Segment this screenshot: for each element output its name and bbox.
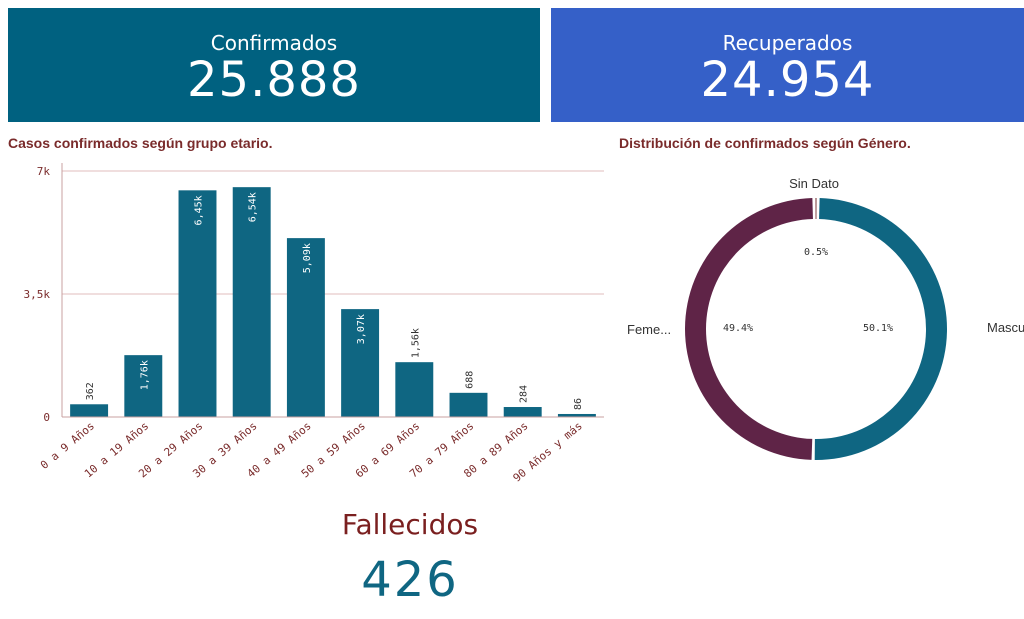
donut-chart-title: Distribución de confirmados según Género… bbox=[619, 135, 911, 151]
bar-value-label: 284 bbox=[519, 385, 530, 403]
bar bbox=[232, 187, 271, 417]
bar-value-label: 6,54k bbox=[248, 192, 259, 222]
kpi-recovered-value: 24.954 bbox=[700, 52, 875, 108]
bar bbox=[178, 190, 217, 417]
y-tick-label: 7k bbox=[37, 165, 51, 178]
bar-value-label: 5,09k bbox=[302, 243, 313, 273]
bar bbox=[124, 355, 163, 417]
kpi-recovered-label: Recuperados bbox=[722, 31, 853, 55]
bar-value-label: 1,56k bbox=[410, 328, 421, 358]
donut-slice bbox=[815, 198, 817, 220]
bar bbox=[449, 392, 488, 417]
deaths-value: 426 bbox=[361, 552, 459, 608]
bar-chart-title: Casos confirmados según grupo etario. bbox=[8, 135, 273, 151]
bar bbox=[503, 407, 542, 417]
kpi-confirmed-card: Confirmados 25.888 bbox=[8, 8, 540, 122]
bar bbox=[395, 362, 434, 417]
slice-percent-label: 49.4% bbox=[723, 323, 753, 334]
bar-value-label: 688 bbox=[465, 371, 476, 389]
donut-slice bbox=[685, 198, 813, 460]
bar bbox=[286, 238, 325, 417]
slice-percent-label: 0.5% bbox=[804, 247, 828, 258]
slice-label: Feme... bbox=[627, 322, 671, 337]
slice-percent-label: 50.1% bbox=[863, 323, 893, 334]
slice-label: Mascu... bbox=[987, 320, 1024, 335]
y-tick-label: 0 bbox=[43, 411, 50, 424]
bar-value-label: 6,45k bbox=[194, 195, 205, 225]
bar bbox=[70, 404, 109, 417]
bar-value-label: 86 bbox=[573, 398, 584, 410]
y-tick-label: 3,5k bbox=[24, 288, 51, 301]
bar-value-label: 3,07k bbox=[356, 314, 367, 344]
kpi-confirmed-value: 25.888 bbox=[187, 52, 361, 108]
gender-donut-chart: Mascu... 50.1% Feme... 49.4% Sin Dato 0.5% bbox=[627, 176, 1024, 460]
deaths-label: Fallecidos bbox=[341, 508, 479, 541]
slice-label: Sin Dato bbox=[789, 176, 839, 191]
kpi-confirmed-label: Confirmados bbox=[210, 31, 338, 55]
bar bbox=[557, 413, 596, 417]
kpi-recovered-card: Recuperados 24.954 bbox=[551, 8, 1024, 122]
donut-slice bbox=[814, 198, 948, 460]
bar-value-label: 362 bbox=[85, 382, 96, 400]
bar-value-label: 1,76k bbox=[139, 360, 150, 390]
bar bbox=[341, 309, 380, 417]
